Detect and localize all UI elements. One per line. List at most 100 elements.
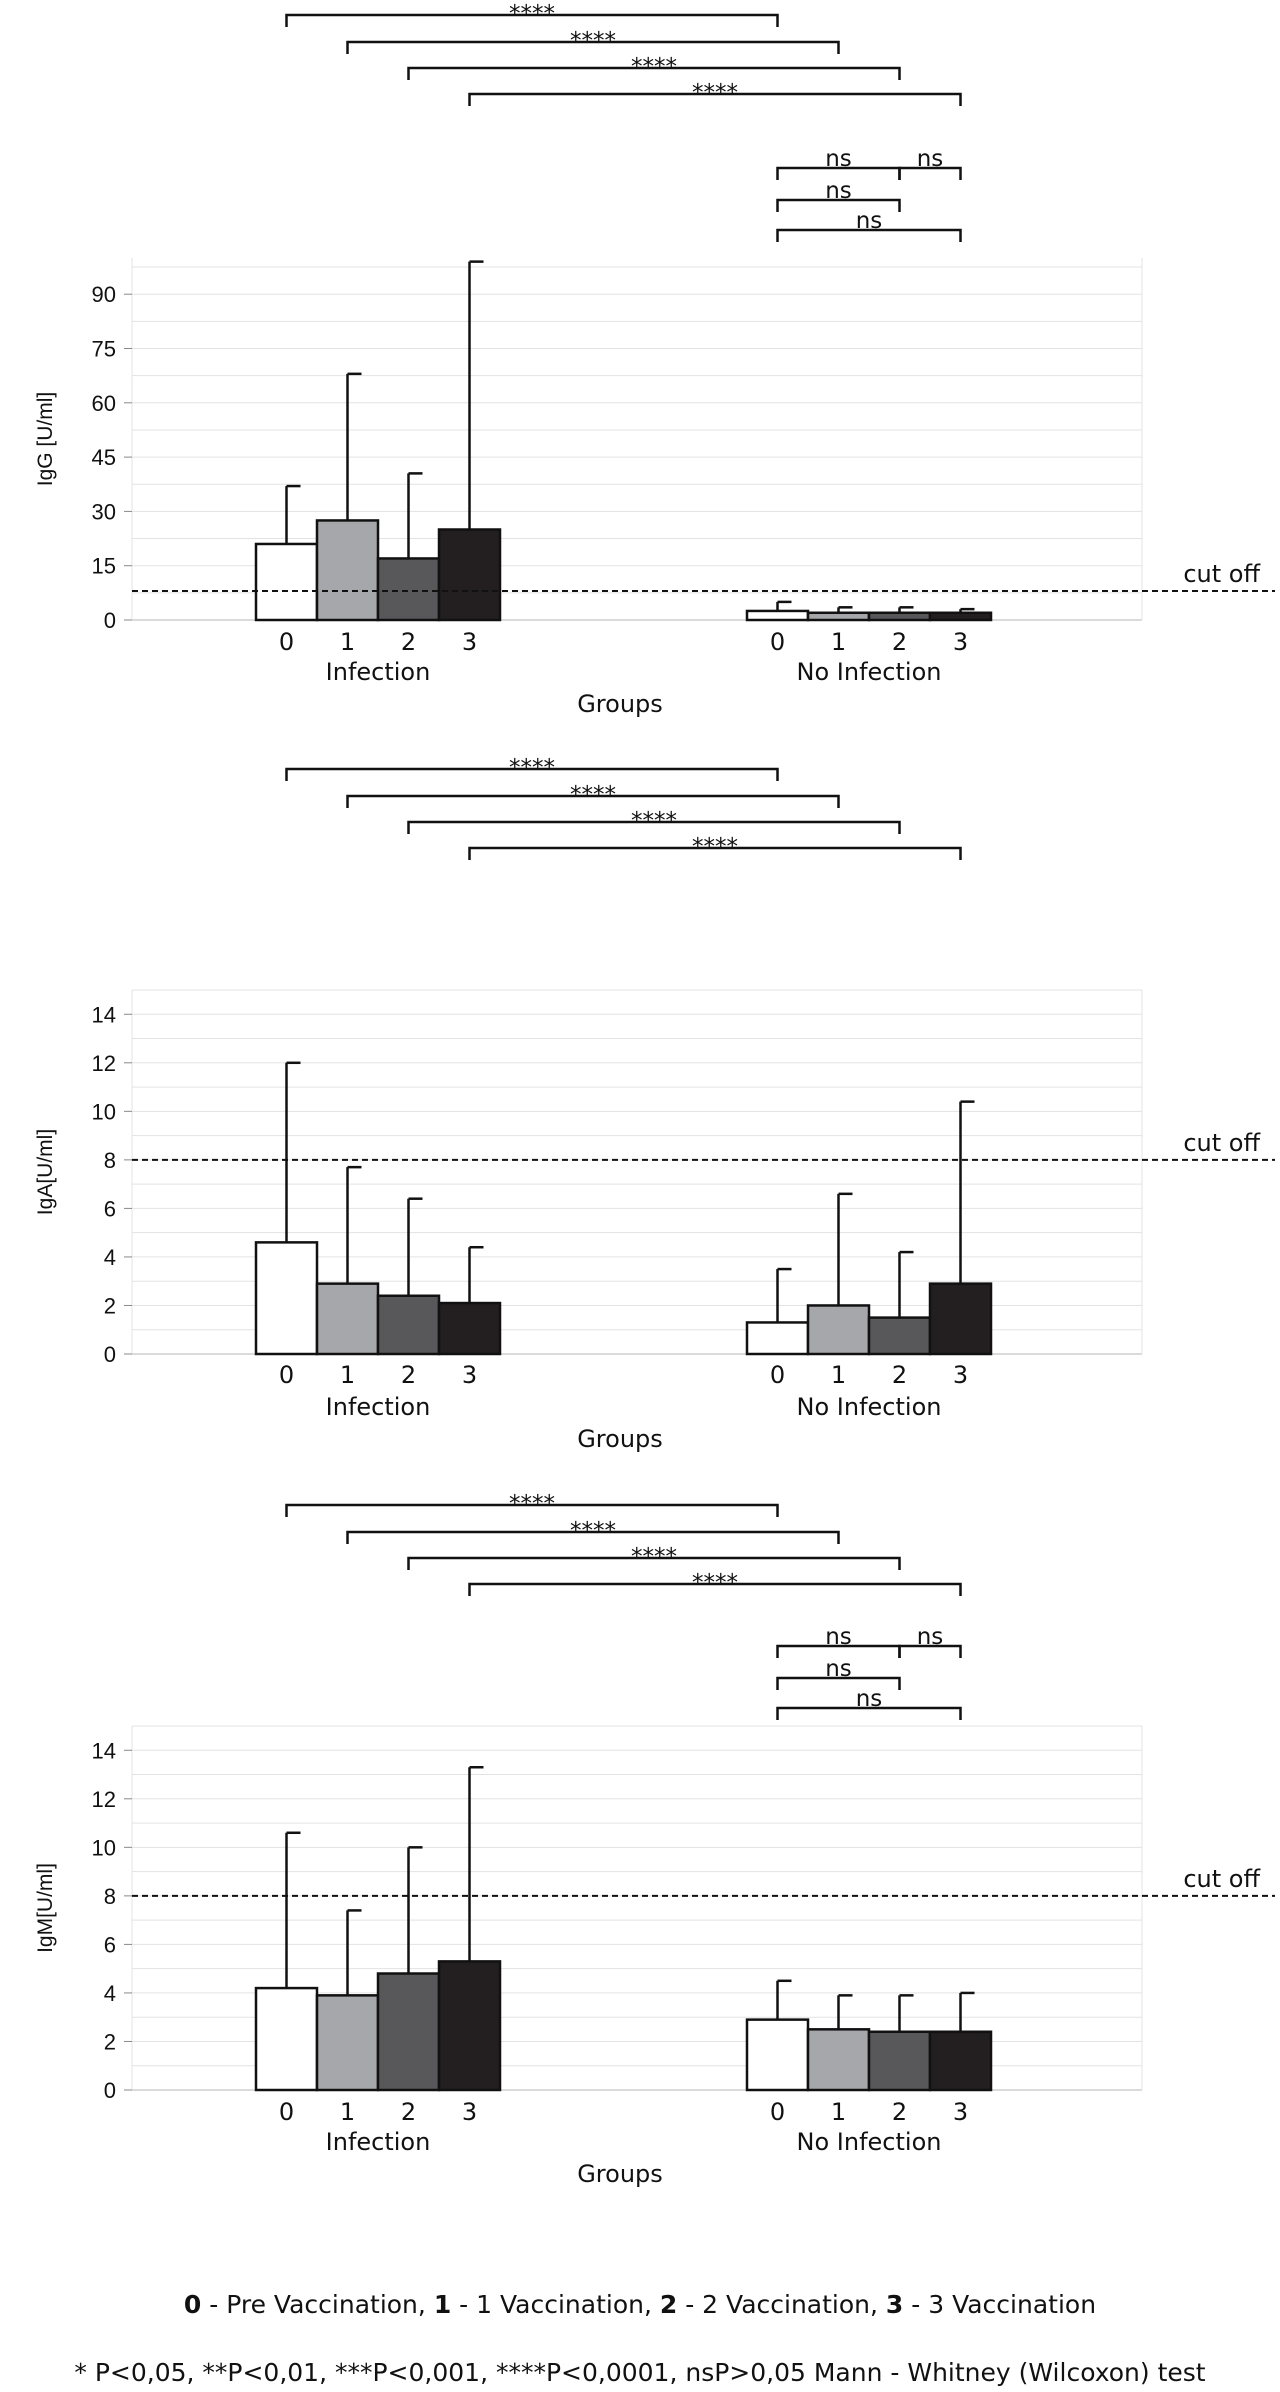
panel-igg-significance-bracket xyxy=(285,13,779,27)
panel-igm-category-label: 3 xyxy=(953,2098,968,2126)
panel-igg-category-label: 3 xyxy=(953,628,968,656)
panel-igm-group-label: No Infection xyxy=(797,2128,942,2156)
panel-iga-y-axis-title: IgA[U/ml] xyxy=(34,1129,57,1215)
panel-iga-category-label: 1 xyxy=(831,1361,846,1389)
panel-igm-ytick-label: 10 xyxy=(92,1835,116,1860)
panel-igg-significance-bracket xyxy=(346,40,840,54)
panel-igm-bar xyxy=(437,1960,502,2092)
panel-iga-category-label: 1 xyxy=(340,1361,355,1389)
panel-igg-category-label: 2 xyxy=(401,628,416,656)
panel-igm-cutoff-label: cut off xyxy=(1183,1865,1260,1893)
panel-igg-y-axis-title: IgG [U/ml] xyxy=(34,392,57,487)
panel-igm-category-label: 3 xyxy=(462,2098,477,2126)
panel-iga-significance-bracket xyxy=(407,820,901,834)
panel-iga-group-label: No Infection xyxy=(797,1393,942,1421)
panel-iga-ytick-label: 14 xyxy=(92,1002,116,1027)
panel-iga-significance-label: **** xyxy=(509,755,555,781)
legend-text-0: - Pre Vaccination, xyxy=(201,2290,434,2319)
panel-iga-significance-label: **** xyxy=(631,808,677,834)
panel-iga-significance-label: **** xyxy=(570,782,616,808)
panel-iga-category-label: 2 xyxy=(401,1361,416,1389)
panel-iga-x-axis-title: Groups xyxy=(577,1425,663,1453)
panel-igg-ytick-label: 0 xyxy=(104,608,116,633)
panel-igm-significance-label: **** xyxy=(570,1518,616,1544)
panel-igg-category-label: 1 xyxy=(340,628,355,656)
panel-igm-category-label: 0 xyxy=(279,2098,294,2126)
panel-iga-bar xyxy=(806,1304,871,1356)
panel-igm-category-label: 2 xyxy=(401,2098,416,2126)
legend-key-0: 0 xyxy=(183,2290,202,2319)
panel-igg-ytick-label: 60 xyxy=(92,391,116,416)
panel-igg-significance-bracket xyxy=(407,66,901,80)
panel-igm-category-label: 1 xyxy=(340,2098,355,2126)
panel-igm-bar xyxy=(806,2028,871,2092)
panel-iga-ytick-label: 4 xyxy=(104,1245,116,1270)
panel-igm-significance-bracket xyxy=(776,1706,962,1720)
panel-igm-bar xyxy=(254,1986,319,2092)
panel-igg-significance-label: ns xyxy=(825,146,852,172)
panel-igm-significance-label: ns xyxy=(825,1656,852,1682)
panel-igg-significance-label: **** xyxy=(631,54,677,80)
panel-iga-ytick-label: 8 xyxy=(104,1148,116,1173)
panel-igg-significance-bracket xyxy=(468,92,962,106)
panel-igg-significance-label: **** xyxy=(570,28,616,54)
panel-igm-significance-label: **** xyxy=(692,1570,738,1596)
panel-igm-ytick-label: 12 xyxy=(92,1787,116,1812)
panel-iga-category-label: 0 xyxy=(279,1361,294,1389)
panel-iga-bar xyxy=(376,1294,441,1356)
panel-igg-bar xyxy=(437,528,502,622)
panel-igg-category-label: 0 xyxy=(770,628,785,656)
panel-iga-ytick-label: 6 xyxy=(104,1196,116,1221)
panel-iga-bar xyxy=(928,1282,993,1356)
panel-iga-significance-label: **** xyxy=(692,834,738,860)
panel-igm-significance-label: **** xyxy=(509,1491,555,1517)
panel-igg-ytick-label: 75 xyxy=(92,337,116,362)
panel-iga-ytick-label: 12 xyxy=(92,1051,116,1076)
panel-igg-significance-bracket xyxy=(776,198,901,212)
panel-iga-category-label: 0 xyxy=(770,1361,785,1389)
panel-iga-ytick-label: 2 xyxy=(104,1293,116,1318)
panel-igg-significance-bracket xyxy=(776,228,962,242)
panel-igm-significance-bracket xyxy=(468,1582,962,1596)
panel-iga-group-label: Infection xyxy=(326,1393,431,1421)
panel-igm-category-label: 1 xyxy=(831,2098,846,2126)
panel-igm-significance-bracket xyxy=(776,1676,901,1690)
panel-igm-ytick-label: 4 xyxy=(104,1981,116,2006)
panel-igm-bar xyxy=(745,2018,810,2092)
panel-igg-significance-label: ns xyxy=(825,178,852,204)
panel-igm-bar xyxy=(315,1994,380,2092)
legend-p-values: * P<0,05, **P<0,01, ***P<0,001, ****P<0,… xyxy=(74,2358,1206,2387)
panel-iga-bar xyxy=(867,1316,932,1356)
panel-igm-significance-label: **** xyxy=(631,1544,677,1570)
panel-igm-x-axis-title: Groups xyxy=(577,2160,663,2188)
panel-iga-category-label: 3 xyxy=(462,1361,477,1389)
panel-igg-significance-bracket xyxy=(898,166,962,180)
panel-iga-ytick-label: 0 xyxy=(104,1342,116,1367)
panel-igg-category-label: 3 xyxy=(462,628,477,656)
panel-igm-bar xyxy=(867,2030,932,2092)
panel-igm-significance-bracket xyxy=(346,1530,840,1544)
panel-iga-significance-bracket xyxy=(346,794,840,808)
panel-igg-category-label: 0 xyxy=(279,628,294,656)
panel-igm-significance-bracket xyxy=(285,1503,779,1517)
panel-igm-significance-label: ns xyxy=(917,1624,944,1650)
panel-igg-ytick-label: 90 xyxy=(92,282,116,307)
panel-iga-bar xyxy=(437,1301,502,1356)
panel-iga-category-label: 3 xyxy=(953,1361,968,1389)
panel-igm-bar xyxy=(376,1972,441,2092)
panel-igg-bar xyxy=(315,519,380,622)
panel-igg-ytick-label: 30 xyxy=(92,499,116,524)
panel-igm-category-label: 0 xyxy=(770,2098,785,2126)
panel-igg-bar xyxy=(745,609,810,622)
panel-igm-significance-label: ns xyxy=(856,1686,883,1712)
panel-igm-group-label: Infection xyxy=(326,2128,431,2156)
legend-key-1: 1 xyxy=(433,2290,452,2319)
panel-igg-significance-label: ns xyxy=(856,208,883,234)
panel-iga-significance-bracket xyxy=(468,846,962,860)
legend-vaccination-groups: 0 - Pre Vaccination, 1 - 1 Vaccination, … xyxy=(0,2290,1280,2319)
panel-igg-ytick-label: 15 xyxy=(92,554,116,579)
panel-igg-ytick-label: 45 xyxy=(92,445,116,470)
panel-igg-category-label: 2 xyxy=(892,628,907,656)
legend-key-3: 3 xyxy=(885,2290,904,2319)
